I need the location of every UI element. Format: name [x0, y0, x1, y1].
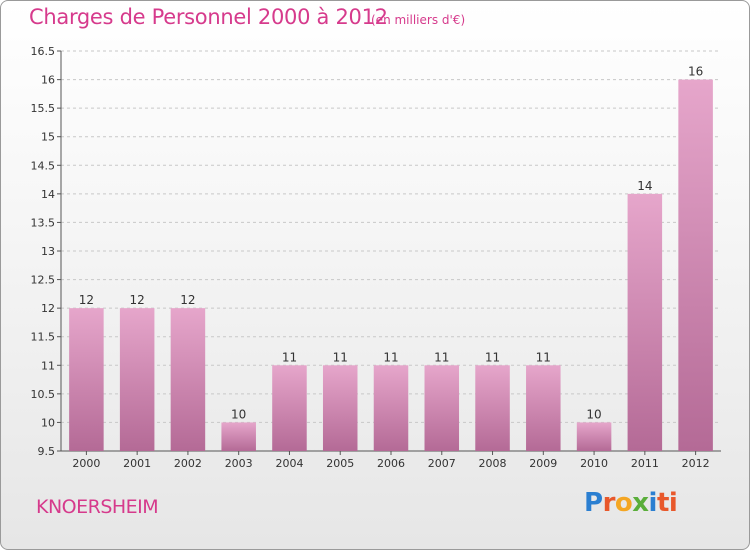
bar: [170, 308, 206, 451]
labels: 9.5 10 10.5 11 11.5 12 12.5 13 13.5 14 14.5 15 15.5 1…: [31, 45, 710, 470]
bar-value-label: 10: [231, 407, 246, 421]
bar-value-label: 11: [434, 350, 449, 364]
bar-value-label: 12: [79, 293, 94, 307]
y-tick-label: 13.5: [31, 216, 56, 229]
y-tick-label: 15.5: [31, 102, 56, 115]
proxiti-logo: Proxiti: [584, 488, 678, 518]
y-tick-label: 13: [41, 245, 55, 258]
x-tick-label: 2005: [326, 457, 354, 470]
x-tick-label: 2008: [479, 457, 507, 470]
bar: [424, 365, 460, 451]
bars: [69, 79, 713, 452]
x-tick-label: 2001: [123, 457, 151, 470]
bar: [627, 193, 663, 451]
bar-value-label: 10: [586, 407, 601, 421]
bar: [272, 365, 307, 451]
y-tick-label: 16: [41, 74, 55, 87]
y-tick-label: 16.5: [31, 45, 56, 58]
y-tick-label: 12: [41, 302, 55, 315]
y-tick-label: 11.5: [31, 331, 56, 344]
y-tick-label: 14.5: [31, 159, 56, 172]
chart-title: Charges de Personnel 2000 à 2012: [29, 5, 388, 29]
x-tick-label: 2000: [72, 457, 100, 470]
chart-subtitle: (en milliers d'€): [371, 13, 466, 27]
bar-value-label: 12: [180, 293, 195, 307]
bar: [475, 365, 510, 451]
bar: [221, 422, 256, 451]
bar-value-label: 14: [637, 179, 652, 193]
bar: [322, 365, 358, 451]
y-tick-label: 9.5: [38, 445, 56, 458]
logo-letter: i: [648, 488, 658, 518]
y-tick-label: 10.5: [31, 388, 56, 401]
y-tick-label: 10: [41, 416, 55, 429]
y-tick-label: 14: [41, 188, 55, 201]
bar: [678, 79, 713, 452]
bar: [69, 308, 104, 451]
bar: [373, 365, 409, 451]
x-tick-label: 2007: [428, 457, 456, 470]
x-tick-label: 2006: [377, 457, 405, 470]
y-tick-label: 15: [41, 131, 55, 144]
x-tick-label: 2004: [275, 457, 303, 470]
bar: [119, 308, 155, 451]
x-tick-label: 2011: [631, 457, 659, 470]
logo-letter: ti: [656, 488, 678, 518]
logo-letter: x: [632, 488, 649, 518]
bar-value-label: 12: [130, 293, 145, 307]
logo-letter: P: [584, 488, 603, 518]
bar-value-label: 16: [688, 65, 703, 79]
x-tick-label: 2009: [529, 457, 557, 470]
bar-value-label: 11: [485, 350, 500, 364]
x-tick-label: 2010: [580, 457, 608, 470]
y-tick-label: 11: [41, 359, 55, 372]
logo-letter: o: [614, 488, 633, 518]
bar-value-label: 11: [383, 350, 398, 364]
x-tick-label: 2002: [174, 457, 202, 470]
bar-value-label: 11: [282, 350, 297, 364]
logo-letter: r: [602, 488, 616, 518]
bar-value-label: 11: [536, 350, 551, 364]
bar: [526, 365, 561, 451]
x-tick-label: 2003: [225, 457, 253, 470]
bar-value-label: 11: [333, 350, 348, 364]
bar: [576, 422, 612, 451]
x-tick-label: 2012: [682, 457, 710, 470]
commune-name: KNOERSHEIM: [36, 496, 159, 518]
y-tick-label: 12.5: [31, 274, 56, 287]
